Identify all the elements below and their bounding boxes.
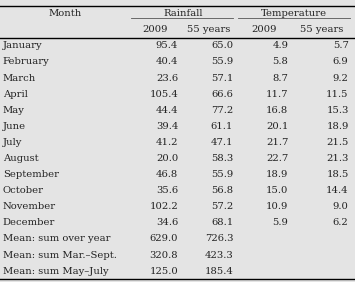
Text: 23.6: 23.6 xyxy=(156,74,178,83)
Text: 4.9: 4.9 xyxy=(272,41,288,50)
Text: 20.0: 20.0 xyxy=(156,154,178,163)
Text: 16.8: 16.8 xyxy=(266,106,288,115)
Text: December: December xyxy=(3,218,55,227)
Text: March: March xyxy=(3,74,36,83)
Text: 5.9: 5.9 xyxy=(272,218,288,227)
Text: 320.8: 320.8 xyxy=(149,250,178,259)
Text: February: February xyxy=(3,58,50,67)
Text: 55.9: 55.9 xyxy=(211,170,233,179)
Text: 11.7: 11.7 xyxy=(266,90,288,99)
Text: 9.2: 9.2 xyxy=(333,74,349,83)
Text: 39.4: 39.4 xyxy=(156,122,178,131)
Text: Mean: sum over year: Mean: sum over year xyxy=(3,234,110,243)
Text: 35.6: 35.6 xyxy=(156,186,178,195)
Text: 21.5: 21.5 xyxy=(326,138,349,147)
Text: 77.2: 77.2 xyxy=(211,106,233,115)
Text: 68.1: 68.1 xyxy=(211,218,233,227)
Text: 6.9: 6.9 xyxy=(333,58,349,67)
Text: 6.2: 6.2 xyxy=(333,218,349,227)
Text: 2009: 2009 xyxy=(251,25,276,34)
Text: 102.2: 102.2 xyxy=(149,202,178,211)
Text: 55 years: 55 years xyxy=(187,25,230,34)
Text: 58.3: 58.3 xyxy=(211,154,233,163)
Text: 57.2: 57.2 xyxy=(211,202,233,211)
Text: 66.6: 66.6 xyxy=(211,90,233,99)
Text: 423.3: 423.3 xyxy=(204,250,233,259)
Text: Temperature: Temperature xyxy=(261,9,327,18)
Text: 95.4: 95.4 xyxy=(156,41,178,50)
Text: 5.8: 5.8 xyxy=(272,58,288,67)
Text: 65.0: 65.0 xyxy=(211,41,233,50)
Text: 185.4: 185.4 xyxy=(204,267,233,276)
Text: 21.7: 21.7 xyxy=(266,138,288,147)
Text: Mean: sum May–July: Mean: sum May–July xyxy=(3,267,109,276)
Text: Mean: sum Mar.–Sept.: Mean: sum Mar.–Sept. xyxy=(3,250,117,259)
Text: 18.5: 18.5 xyxy=(326,170,349,179)
Text: 18.9: 18.9 xyxy=(266,170,288,179)
Text: 47.1: 47.1 xyxy=(211,138,233,147)
Text: 9.0: 9.0 xyxy=(333,202,349,211)
Text: July: July xyxy=(3,138,22,147)
Text: 41.2: 41.2 xyxy=(156,138,178,147)
Text: May: May xyxy=(3,106,25,115)
Text: 105.4: 105.4 xyxy=(149,90,178,99)
Text: 55.9: 55.9 xyxy=(211,58,233,67)
Text: 11.5: 11.5 xyxy=(326,90,349,99)
Text: 21.3: 21.3 xyxy=(326,154,349,163)
Text: 56.8: 56.8 xyxy=(211,186,233,195)
Text: 726.3: 726.3 xyxy=(205,234,233,243)
Text: June: June xyxy=(3,122,26,131)
Text: 15.0: 15.0 xyxy=(266,186,288,195)
Text: 15.3: 15.3 xyxy=(326,106,349,115)
Text: 2009: 2009 xyxy=(143,25,168,34)
Text: 57.1: 57.1 xyxy=(211,74,233,83)
Text: September: September xyxy=(3,170,59,179)
Text: 46.8: 46.8 xyxy=(156,170,178,179)
Text: 44.4: 44.4 xyxy=(155,106,178,115)
Text: 61.1: 61.1 xyxy=(211,122,233,131)
Text: November: November xyxy=(3,202,56,211)
Text: October: October xyxy=(3,186,44,195)
Text: August: August xyxy=(3,154,38,163)
Text: 629.0: 629.0 xyxy=(150,234,178,243)
Text: Month: Month xyxy=(48,9,81,18)
Text: 125.0: 125.0 xyxy=(149,267,178,276)
Text: 40.4: 40.4 xyxy=(156,58,178,67)
Text: 8.7: 8.7 xyxy=(272,74,288,83)
Text: 22.7: 22.7 xyxy=(266,154,288,163)
Text: April: April xyxy=(3,90,28,99)
Text: 10.9: 10.9 xyxy=(266,202,288,211)
Text: 18.9: 18.9 xyxy=(326,122,349,131)
Text: 55 years: 55 years xyxy=(300,25,343,34)
Text: January: January xyxy=(3,41,43,50)
Text: Rainfall: Rainfall xyxy=(163,9,203,18)
Text: 20.1: 20.1 xyxy=(266,122,288,131)
Text: 34.6: 34.6 xyxy=(156,218,178,227)
Text: 14.4: 14.4 xyxy=(326,186,349,195)
Text: 5.7: 5.7 xyxy=(333,41,349,50)
